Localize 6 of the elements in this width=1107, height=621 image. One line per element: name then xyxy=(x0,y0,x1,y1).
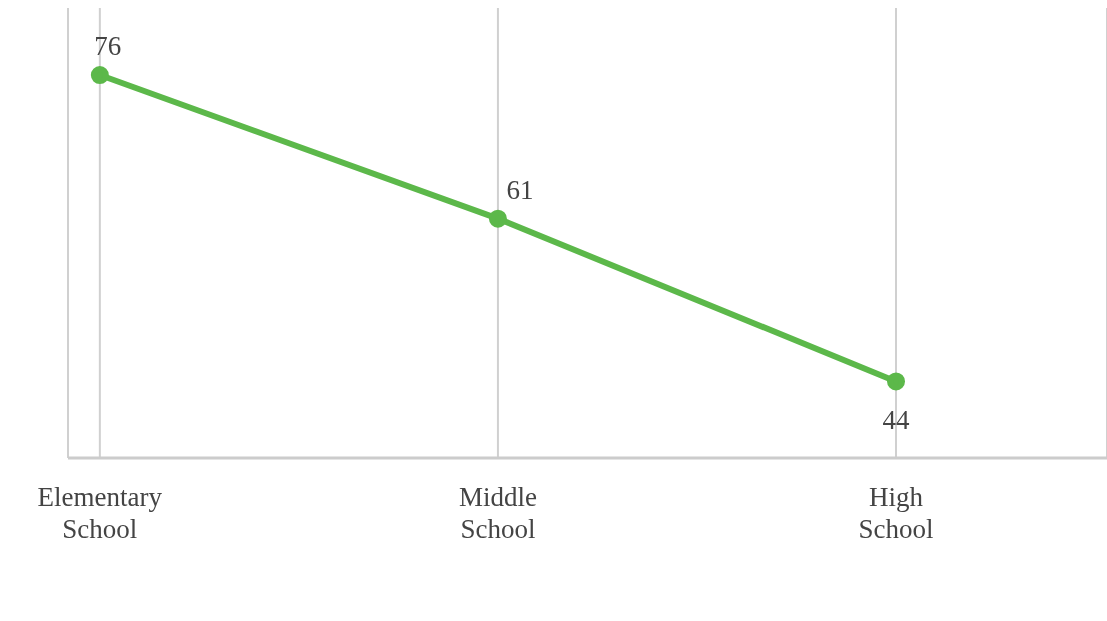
x-tick-label: Middle School xyxy=(458,482,537,544)
x-tick-label: Elementary School xyxy=(37,482,163,544)
data-label: 61 xyxy=(506,174,534,205)
data-label: 44 xyxy=(882,405,911,436)
x-tick-label: High School xyxy=(858,482,934,544)
data-label: 76 xyxy=(94,31,122,62)
